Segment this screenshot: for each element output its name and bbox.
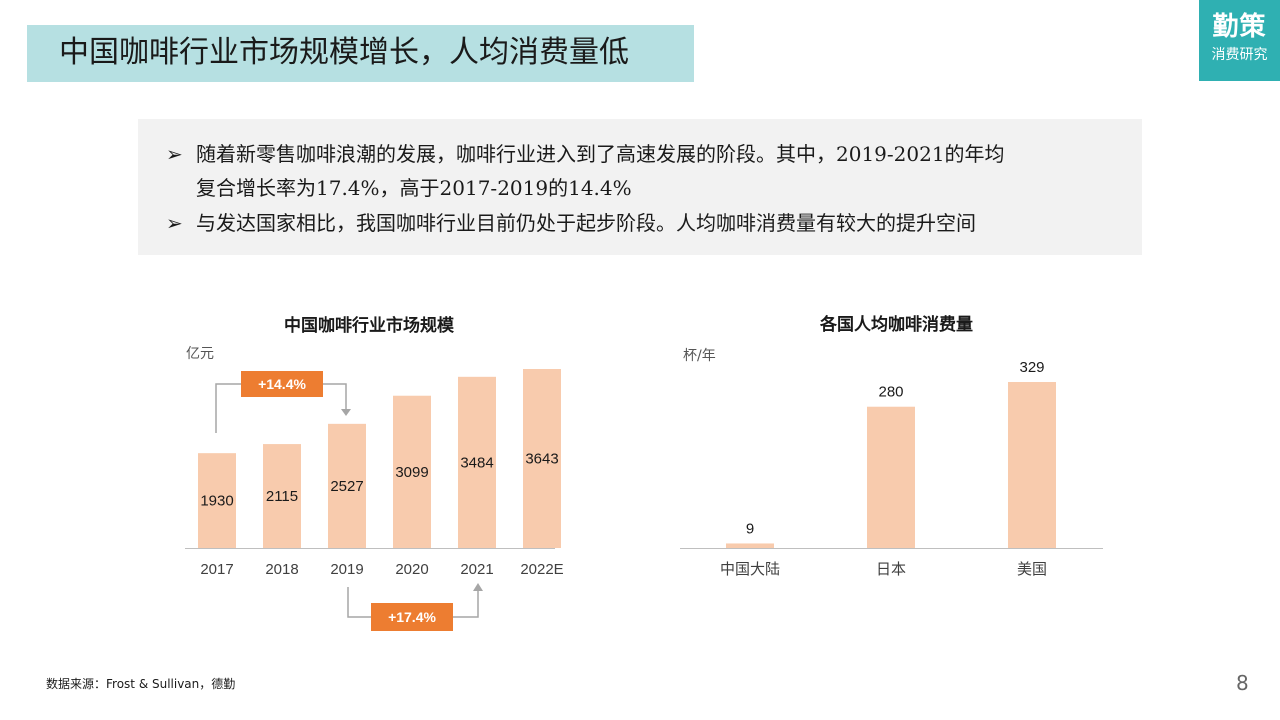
data-label: 3099 — [395, 464, 428, 481]
category-label: 中国大陆 — [720, 561, 780, 578]
data-label: 2527 — [330, 478, 363, 495]
data-label: 3484 — [460, 454, 493, 471]
summary-box: ➢ 随着新零售咖啡浪潮的发展，咖啡行业进入到了高速发展的阶段。其中，2019-2… — [138, 119, 1142, 255]
chart-unit-market-size: 亿元 — [186, 346, 214, 362]
logo-sub-text: 消费研究 — [1211, 47, 1268, 63]
data-label: 329 — [1019, 359, 1044, 376]
growth-badge-2019-2021 — [371, 603, 453, 631]
arrow-bullet-icon: ➢ — [166, 211, 183, 235]
arrow-bullet-icon: ➢ — [166, 142, 183, 166]
category-label: 2017 — [200, 561, 233, 578]
category-label: 美国 — [1017, 561, 1047, 578]
brand-logo: 勤策 消费研究 — [1199, 0, 1280, 81]
per-capita-bar-chart: 9 中国大陆 280 日本 329 美国 — [680, 359, 1103, 578]
arrow-down-icon — [341, 409, 351, 416]
growth-badge-label: +14.4% — [258, 376, 306, 392]
category-label: 日本 — [876, 561, 906, 578]
category-label: 2019 — [330, 561, 363, 578]
data-label: 280 — [878, 384, 903, 401]
summary-bullet-line: 与发达国家相比，我国咖啡行业目前仍处于起步阶段。人均咖啡消费量有较大的提升空间 — [196, 211, 976, 235]
summary-bullet-text: 随着新零售咖啡浪潮的发展，咖啡行业进入到了高速发展的阶段。其中，2019-202… — [196, 137, 1116, 205]
category-label: 2018 — [265, 561, 298, 578]
data-source-note: 数据来源：Frost & Sullivan，德勤 — [46, 677, 236, 691]
data-label: 3643 — [525, 451, 558, 468]
data-label: 1930 — [200, 493, 233, 510]
bar — [393, 395, 431, 548]
growth-badge-2017-2019 — [241, 371, 323, 397]
bar — [1008, 382, 1056, 548]
bar — [263, 444, 301, 548]
bar — [328, 423, 366, 548]
bar — [726, 543, 774, 548]
title-banner: 中国咖啡行业市场规模增长，人均消费量低 — [27, 25, 694, 82]
bar — [458, 376, 496, 548]
category-label: 2021 — [460, 561, 493, 578]
bar — [867, 406, 915, 548]
logo-main-text: 勤策 — [1212, 12, 1267, 42]
data-label: 2115 — [266, 488, 298, 505]
chart-title-per-capita: 各国人均咖啡消费量 — [820, 315, 973, 335]
category-label: 2022E — [520, 561, 563, 578]
summary-bullet-line: 复合增长率为17.4%，高于2017-2019的14.4% — [196, 176, 632, 200]
market-size-bar-chart: 1930 2017 2115 2018 2527 2019 3099 2020 3484 2021… — [185, 369, 564, 631]
bar — [198, 453, 236, 548]
bar — [523, 369, 561, 548]
category-label: 2020 — [395, 561, 428, 578]
growth-badge-label: +17.4% — [388, 609, 436, 625]
chart-unit-per-capita: 杯/年 — [683, 348, 716, 364]
data-label: 9 — [746, 520, 754, 537]
page-title: 中国咖啡行业市场规模增长，人均消费量低 — [59, 35, 629, 70]
summary-bullet-line: 随着新零售咖啡浪潮的发展，咖啡行业进入到了高速发展的阶段。其中，2019-202… — [196, 142, 1005, 166]
summary-bullet-text: 与发达国家相比，我国咖啡行业目前仍处于起步阶段。人均咖啡消费量有较大的提升空间 — [196, 206, 1116, 240]
page-number: 8 — [1236, 671, 1249, 695]
chart-title-market-size: 中国咖啡行业市场规模 — [284, 316, 454, 336]
arrow-up-icon — [473, 583, 483, 591]
